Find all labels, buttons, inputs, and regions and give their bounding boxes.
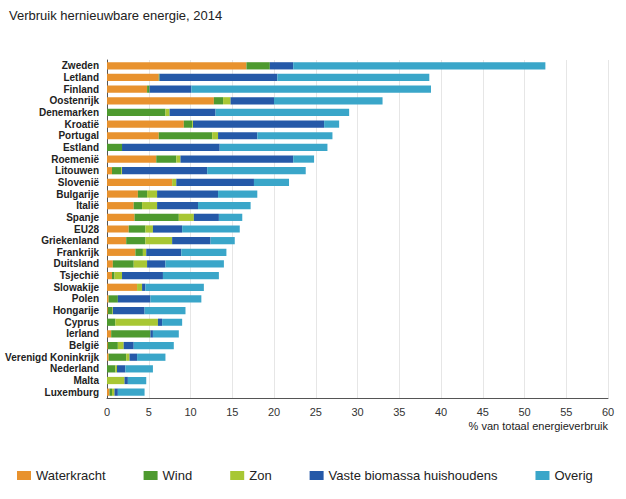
svg-text:Wind: Wind xyxy=(163,468,193,483)
svg-text:Ierland: Ierland xyxy=(66,328,99,339)
svg-text:Hongarije: Hongarije xyxy=(53,305,100,316)
svg-text:50: 50 xyxy=(518,406,530,418)
svg-text:Vaste biomassa huishoudens: Vaste biomassa huishoudens xyxy=(329,468,498,483)
svg-text:% van totaal energieverbruik: % van totaal energieverbruik xyxy=(469,420,609,432)
svg-text:45: 45 xyxy=(477,406,489,418)
svg-text:Litouwen: Litouwen xyxy=(55,165,99,176)
svg-text:Frankrijk: Frankrijk xyxy=(57,247,100,258)
svg-text:0: 0 xyxy=(104,406,110,418)
svg-text:Malta: Malta xyxy=(73,375,99,386)
svg-text:Kroatië: Kroatië xyxy=(65,119,100,130)
svg-text:Finland: Finland xyxy=(63,84,99,95)
svg-text:Portugal: Portugal xyxy=(58,130,99,141)
svg-text:5: 5 xyxy=(146,406,152,418)
svg-text:15: 15 xyxy=(226,406,238,418)
svg-text:Estland: Estland xyxy=(63,142,99,153)
svg-text:Zweden: Zweden xyxy=(62,60,99,71)
svg-text:Verbruik hernieuwbare energie,: Verbruik hernieuwbare energie, 2014 xyxy=(9,8,222,23)
svg-text:30: 30 xyxy=(351,406,363,418)
svg-text:Slovenië: Slovenië xyxy=(58,177,100,188)
svg-text:Overig: Overig xyxy=(554,468,592,483)
svg-text:Griekenland: Griekenland xyxy=(41,235,99,246)
svg-text:Slowakije: Slowakije xyxy=(53,282,99,293)
svg-text:55: 55 xyxy=(560,406,572,418)
svg-text:Denemarken: Denemarken xyxy=(39,107,99,118)
svg-text:Duitsland: Duitsland xyxy=(53,258,99,269)
svg-text:België: België xyxy=(69,340,99,351)
svg-text:Zon: Zon xyxy=(249,468,271,483)
svg-text:10: 10 xyxy=(184,406,196,418)
svg-text:Tsjechië: Tsjechië xyxy=(60,270,100,281)
svg-text:25: 25 xyxy=(310,406,322,418)
svg-text:Roemenië: Roemenië xyxy=(51,154,99,165)
svg-text:Italië: Italië xyxy=(76,200,99,211)
svg-text:Verenigd Koninkrijk: Verenigd Koninkrijk xyxy=(5,352,99,363)
svg-text:Spanje: Spanje xyxy=(66,212,99,223)
svg-text:Nederland: Nederland xyxy=(50,363,99,374)
svg-text:Luxemburg: Luxemburg xyxy=(45,387,99,398)
svg-text:EU28: EU28 xyxy=(74,224,99,235)
svg-text:Bulgarije: Bulgarije xyxy=(56,189,99,200)
svg-text:Polen: Polen xyxy=(72,293,99,304)
svg-text:Waterkracht: Waterkracht xyxy=(36,468,106,483)
svg-text:35: 35 xyxy=(393,406,405,418)
svg-text:Oostenrijk: Oostenrijk xyxy=(50,95,100,106)
svg-text:60: 60 xyxy=(602,406,614,418)
svg-text:Letland: Letland xyxy=(63,72,99,83)
svg-text:20: 20 xyxy=(268,406,280,418)
svg-text:Cyprus: Cyprus xyxy=(65,317,100,328)
svg-text:40: 40 xyxy=(435,406,447,418)
